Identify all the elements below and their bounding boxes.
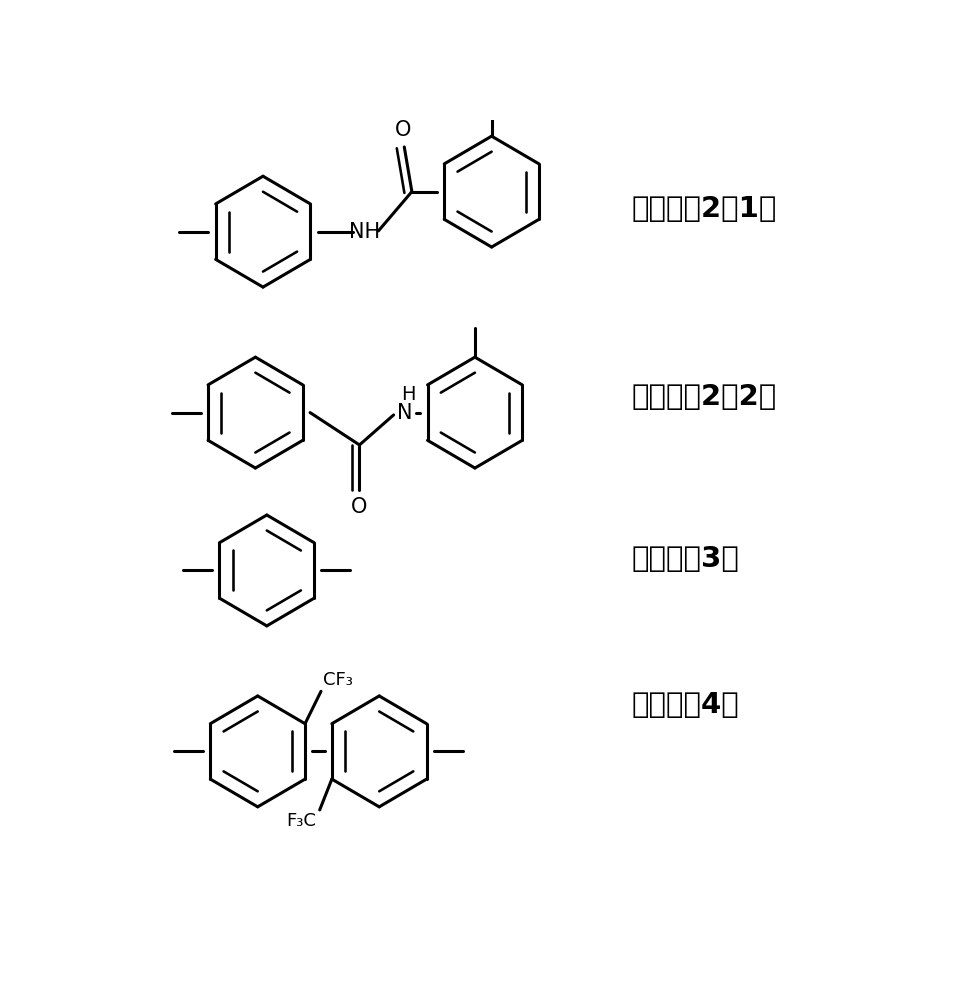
Text: F₃C: F₃C <box>286 812 317 830</box>
Text: NH: NH <box>349 222 380 242</box>
Text: CF₃: CF₃ <box>322 671 353 689</box>
Text: H: H <box>402 385 416 404</box>
Text: O: O <box>395 120 412 140</box>
Text: 化学式（3）: 化学式（3） <box>631 545 739 573</box>
Text: O: O <box>351 497 368 517</box>
Text: 化学式（2－1）: 化学式（2－1） <box>631 195 777 223</box>
Text: 化学式（4）: 化学式（4） <box>631 691 739 719</box>
Text: N: N <box>397 403 413 423</box>
Text: 化学式（2－2）: 化学式（2－2） <box>631 383 776 411</box>
